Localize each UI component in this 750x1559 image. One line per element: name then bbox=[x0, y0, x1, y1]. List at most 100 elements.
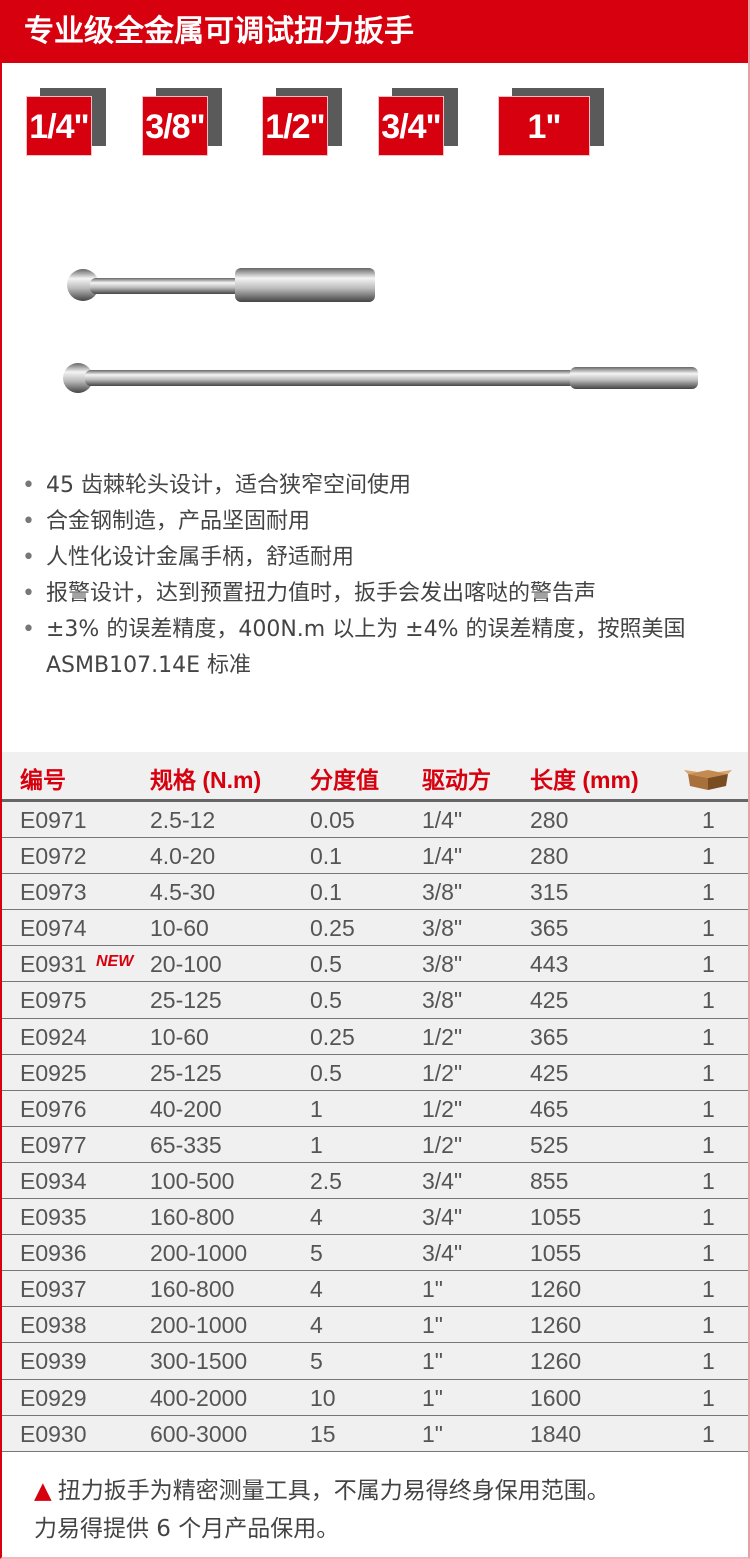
cell-part-number: E0925 bbox=[20, 1059, 87, 1086]
feature-item: 人性化设计金属手柄，舒适耐用 bbox=[18, 540, 738, 576]
cell-drive: 3/8" bbox=[422, 915, 463, 942]
cell-increment: 0.05 bbox=[310, 807, 355, 833]
cell-length: 1260 bbox=[530, 1348, 582, 1375]
cell-drive: 1/2" bbox=[422, 1059, 463, 1086]
cell-part-number: E0973 bbox=[20, 879, 87, 906]
cell-drive: 1" bbox=[422, 1420, 443, 1447]
cell-length: 280 bbox=[530, 807, 569, 833]
cell-range: 10-60 bbox=[150, 915, 209, 942]
cell-increment: 0.5 bbox=[310, 1059, 342, 1086]
cell-drive: 3/8" bbox=[422, 987, 463, 1014]
cell-length: 1055 bbox=[530, 1240, 582, 1267]
table-row: E0924 10-60 0.25 1/2" 365 1 bbox=[2, 1018, 748, 1055]
cell-part-number: E0929 bbox=[20, 1384, 87, 1411]
cell-range: 40-200 bbox=[150, 1095, 222, 1122]
cell-drive: 1/4" bbox=[422, 843, 463, 870]
cell-drive: 3/4" bbox=[422, 1204, 463, 1231]
cell-length: 1600 bbox=[530, 1384, 582, 1411]
feature-item: ±3% 的误差精度，400N.m 以上为 ±4% 的误差精度，按照美国 ASMB… bbox=[18, 612, 738, 684]
header-drive: 驱动方 bbox=[422, 767, 491, 793]
table-row: E0975 25-125 0.5 3/8" 425 1 bbox=[2, 982, 748, 1019]
cell-range: 65-335 bbox=[150, 1131, 222, 1158]
drive-size-label: 3/8" bbox=[142, 96, 208, 156]
header-length: 长度 (mm) bbox=[530, 767, 639, 793]
cell-range: 10-60 bbox=[150, 1023, 209, 1050]
drive-size-label: 3/4" bbox=[378, 96, 444, 156]
cell-length: 365 bbox=[530, 1023, 569, 1050]
cell-quantity: 1 bbox=[702, 1023, 715, 1050]
cell-length: 280 bbox=[530, 843, 569, 870]
table-row: E0973 4.5-30 0.1 3/8" 315 1 bbox=[2, 874, 748, 911]
cell-range: 25-125 bbox=[150, 1059, 222, 1086]
cell-part-number: E0931 bbox=[20, 951, 87, 978]
cell-range: 160-800 bbox=[150, 1276, 235, 1303]
cell-drive: 1/2" bbox=[422, 1095, 463, 1122]
cell-quantity: 1 bbox=[702, 807, 715, 833]
cell-range: 4.0-20 bbox=[150, 843, 216, 870]
table-row: E0939 300-1500 5 1" 1260 1 bbox=[2, 1343, 748, 1380]
header-range: 规格 (N.m) bbox=[150, 767, 262, 793]
cell-length: 1055 bbox=[530, 1204, 582, 1231]
cell-quantity: 1 bbox=[702, 1276, 715, 1303]
cell-length: 365 bbox=[530, 915, 569, 942]
cell-drive: 1/2" bbox=[422, 1023, 463, 1050]
cell-quantity: 1 bbox=[702, 1384, 715, 1411]
cell-length: 465 bbox=[530, 1095, 569, 1122]
drive-size-badge: 3/8" bbox=[142, 88, 222, 156]
cell-part-number: E0972 bbox=[20, 843, 87, 870]
drive-size-badge: 1/2" bbox=[262, 88, 342, 156]
drive-size-badges: 1/4" 3/8" 1/2" 3/4" 1" bbox=[0, 88, 750, 158]
spec-table: 编号 规格 (N.m) 分度值 驱动方 长度 (mm) E0971 2.5-12 0… bbox=[2, 752, 748, 1452]
cell-drive: 1" bbox=[422, 1312, 443, 1339]
cell-length: 425 bbox=[530, 987, 569, 1014]
cell-length: 315 bbox=[530, 879, 569, 906]
cell-range: 200-1000 bbox=[150, 1312, 248, 1339]
cell-range: 300-1500 bbox=[150, 1348, 248, 1375]
drive-size-label: 1" bbox=[498, 96, 590, 156]
cell-part-number: E0971 bbox=[20, 807, 87, 833]
cell-quantity: 1 bbox=[702, 1420, 715, 1447]
cell-quantity: 1 bbox=[702, 1240, 715, 1267]
table-row: E0929 400-2000 10 1" 1600 1 bbox=[2, 1379, 748, 1416]
page-title: 专业级全金属可调试扭力扳手 bbox=[0, 0, 750, 63]
cell-length: 443 bbox=[530, 951, 569, 978]
cell-part-number: E0975 bbox=[20, 987, 87, 1014]
warning-triangle-icon: ▲ bbox=[34, 1478, 52, 1504]
cell-range: 100-500 bbox=[150, 1167, 235, 1194]
header-increment: 分度值 bbox=[310, 767, 379, 793]
cell-increment: 2.5 bbox=[310, 1167, 342, 1194]
cell-part-number: E0977 bbox=[20, 1131, 87, 1158]
cell-quantity: 1 bbox=[702, 915, 715, 942]
table-row: E0974 10-60 0.25 3/8" 365 1 bbox=[2, 910, 748, 947]
cell-quantity: 1 bbox=[702, 1312, 715, 1339]
cell-quantity: 1 bbox=[702, 879, 715, 906]
cell-increment: 1 bbox=[310, 1131, 323, 1158]
cell-increment: 0.25 bbox=[310, 915, 355, 942]
table-row: E0930 600-3000 15 1" 1840 1 bbox=[2, 1415, 748, 1452]
table-row: E0934 100-500 2.5 3/4" 855 1 bbox=[2, 1162, 748, 1200]
cell-increment: 4 bbox=[310, 1204, 323, 1231]
cell-length: 1840 bbox=[530, 1420, 582, 1447]
drive-size-label: 1/2" bbox=[262, 96, 328, 156]
cell-quantity: 1 bbox=[702, 1204, 715, 1231]
cell-part-number: E0935 bbox=[20, 1204, 87, 1231]
feature-item: 45 齿棘轮头设计，适合狭窄空间使用 bbox=[18, 468, 738, 504]
cell-quantity: 1 bbox=[702, 951, 715, 978]
drive-size-badge: 1/4" bbox=[26, 88, 106, 156]
table-row: E0935 160-800 4 3/4" 1055 1 bbox=[2, 1199, 748, 1236]
cell-drive: 1/2" bbox=[422, 1131, 463, 1158]
cell-drive: 1" bbox=[422, 1348, 443, 1375]
cell-drive: 3/4" bbox=[422, 1240, 463, 1267]
cell-drive: 3/8" bbox=[422, 951, 463, 978]
cell-range: 2.5-12 bbox=[150, 807, 216, 833]
feature-item: 报警设计，达到预置扭力值时，扳手会发出喀哒的警告声 bbox=[18, 576, 738, 612]
cell-range: 200-1000 bbox=[150, 1240, 248, 1267]
cell-part-number: E0937 bbox=[20, 1276, 87, 1303]
cell-increment: 0.1 bbox=[310, 879, 342, 906]
drive-size-label: 1/4" bbox=[26, 96, 92, 156]
cell-length: 525 bbox=[530, 1131, 569, 1158]
cell-part-number: E0924 bbox=[20, 1023, 87, 1050]
cell-increment: 5 bbox=[310, 1348, 323, 1375]
carton-box-icon bbox=[684, 770, 732, 790]
cell-part-number: E0976 bbox=[20, 1095, 87, 1122]
